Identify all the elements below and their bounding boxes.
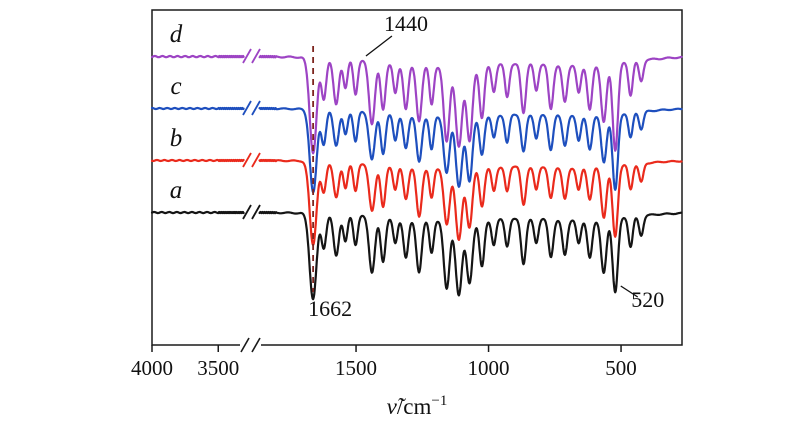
series-label-c: c	[170, 73, 181, 100]
x-axis-label: ν̃/cm−1	[387, 393, 448, 419]
x-axis-label-superscript: −1	[431, 393, 447, 409]
x-tick-label: 500	[605, 356, 637, 380]
pointer-line-520	[620, 285, 639, 298]
series-label-a: a	[170, 177, 183, 204]
spectrum-curve-c	[258, 106, 683, 194]
spectrum-curve-a	[150, 210, 245, 215]
curve-break-slash	[242, 48, 252, 64]
annotation-520: 520	[631, 287, 664, 312]
plot-area	[151, 9, 683, 346]
axis-break-slash	[240, 337, 250, 353]
spectrum-curve-d	[258, 54, 683, 155]
x-tick-label: 3500	[197, 356, 239, 380]
spectrum-curve-c	[150, 106, 245, 111]
series-label-b: b	[170, 125, 183, 152]
annotations: 1440 1662 520	[308, 11, 664, 321]
series-label-d: d	[170, 21, 183, 48]
spectrum-curve-d	[150, 54, 245, 59]
curve-break-slash	[251, 100, 261, 116]
spectrum-curve-a	[258, 210, 683, 301]
curve-break-slash	[242, 204, 252, 220]
x-tick-label: 1500	[335, 356, 377, 380]
spectrum-curve-b	[150, 158, 245, 163]
annotation-1440: 1440	[384, 11, 428, 36]
axis-break-mask	[240, 338, 261, 352]
curve-break-slash	[242, 152, 252, 168]
x-tick-label: 1000	[468, 356, 510, 380]
curve-break-slash	[251, 152, 261, 168]
spectrum-curve-b	[258, 158, 683, 247]
axis-break-slash	[251, 337, 261, 353]
pointer-line-1440	[365, 35, 393, 57]
x-axis-break	[240, 337, 261, 353]
curve-break-slash	[251, 48, 261, 64]
x-axis-ticks: 4000 3500 1500 1000 500	[131, 345, 637, 380]
curve-break-slash	[242, 100, 252, 116]
curve-break-slash	[251, 204, 261, 220]
annotation-1662: 1662	[308, 296, 352, 321]
x-tick-label: 4000	[131, 356, 173, 380]
spectra-curves	[150, 48, 683, 301]
x-axis-label-unit: /cm	[397, 394, 432, 419]
